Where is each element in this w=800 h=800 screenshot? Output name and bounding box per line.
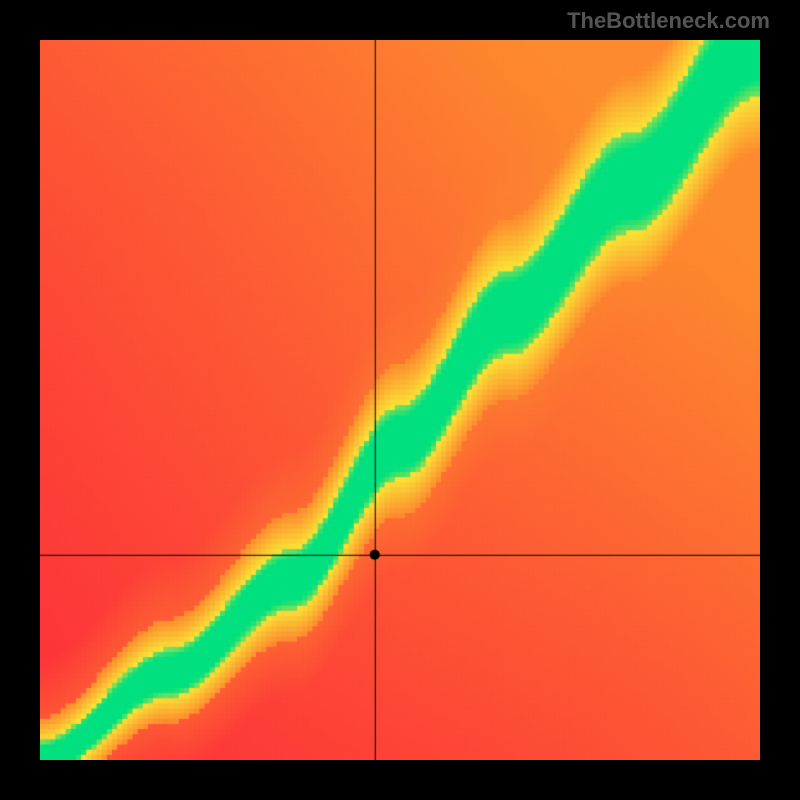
heatmap-plot — [40, 40, 760, 760]
watermark-text: TheBottleneck.com — [567, 8, 770, 34]
heatmap-canvas — [40, 40, 760, 760]
